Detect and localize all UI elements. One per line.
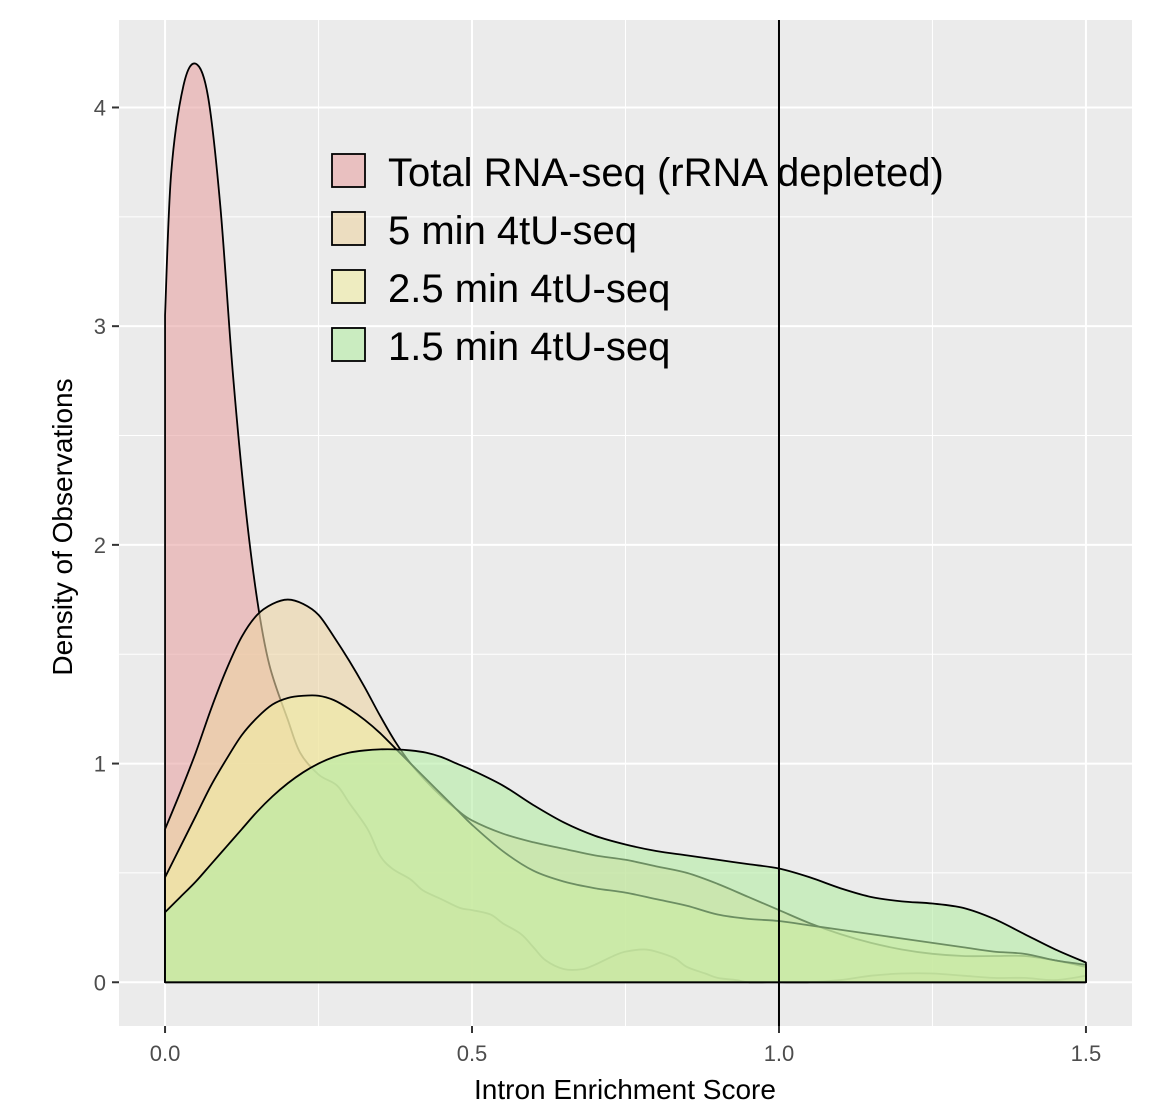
density-area-4 <box>164 748 1087 984</box>
x-axis: 0.0 0.5 1.0 1.5 <box>150 1026 1102 1066</box>
x-tick-label: 0.5 <box>457 1041 488 1066</box>
y-tick-label: 0 <box>94 970 106 995</box>
legend-label-1: Total RNA-seq (rRNA depleted) <box>388 151 944 195</box>
y-axis-title: Density of Observations <box>47 378 78 675</box>
y-tick-label: 2 <box>94 533 106 558</box>
y-tick-label: 3 <box>94 314 106 339</box>
y-tick-label: 4 <box>94 95 106 120</box>
legend: Total RNA-seq (rRNA depleted) 5 min 4tU-s… <box>331 151 944 369</box>
legend-swatch-1 <box>331 153 366 188</box>
y-axis: 0 1 2 3 4 <box>94 95 119 995</box>
legend-swatch-4 <box>331 327 366 362</box>
x-tick-label: 1.5 <box>1071 1041 1102 1066</box>
x-tick-label: 1.0 <box>764 1041 795 1066</box>
x-axis-title: Intron Enrichment Score <box>474 1074 776 1105</box>
density-areas <box>164 62 1087 984</box>
legend-swatch-3 <box>331 269 366 304</box>
x-tick-label: 0.0 <box>150 1041 181 1066</box>
y-tick-label: 1 <box>94 752 106 777</box>
legend-label-3: 2.5 min 4tU-seq <box>388 267 670 311</box>
legend-label-4: 1.5 min 4tU-seq <box>388 325 670 369</box>
legend-label-2: 5 min 4tU-seq <box>388 209 637 253</box>
legend-swatch-2 <box>331 211 366 246</box>
